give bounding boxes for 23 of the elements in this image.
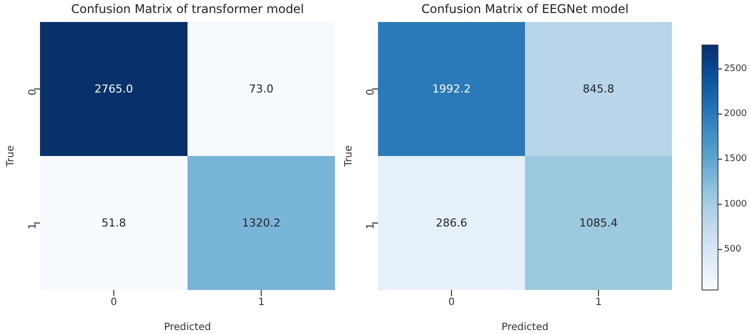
data-label: 1992.2 [432,82,471,96]
x-axis-title: Predicted [502,322,548,333]
data-label: 845.8 [582,82,614,96]
chart-title: Confusion Matrix of transformer model [70,2,305,16]
color-bar-label: 2500 [724,64,748,74]
x-axis-title: Predicted [164,322,211,333]
x-tick-label: 0 [110,297,117,308]
color-bar-label: 1500 [724,154,748,164]
data-label: 51.8 [102,216,126,230]
data-label: 286.6 [436,216,468,230]
data-label: 2765.0 [94,82,133,96]
x-tick-label: 0 [448,297,455,308]
chart-title: Confusion Matrix of EEGNet model [420,2,630,16]
y-axis-title: True [6,145,17,168]
data-label: 1085.4 [579,216,618,230]
color-bar-label: 1000 [724,199,748,210]
x-tick-label: 1 [595,297,602,308]
color-bar-label: 500 [724,244,742,255]
data-label: 73.0 [249,82,274,96]
data-label: 1320.2 [242,216,280,230]
y-axis-title: True [344,145,355,168]
color-bar-label: 2000 [724,109,748,120]
x-tick-label: 1 [258,297,264,308]
